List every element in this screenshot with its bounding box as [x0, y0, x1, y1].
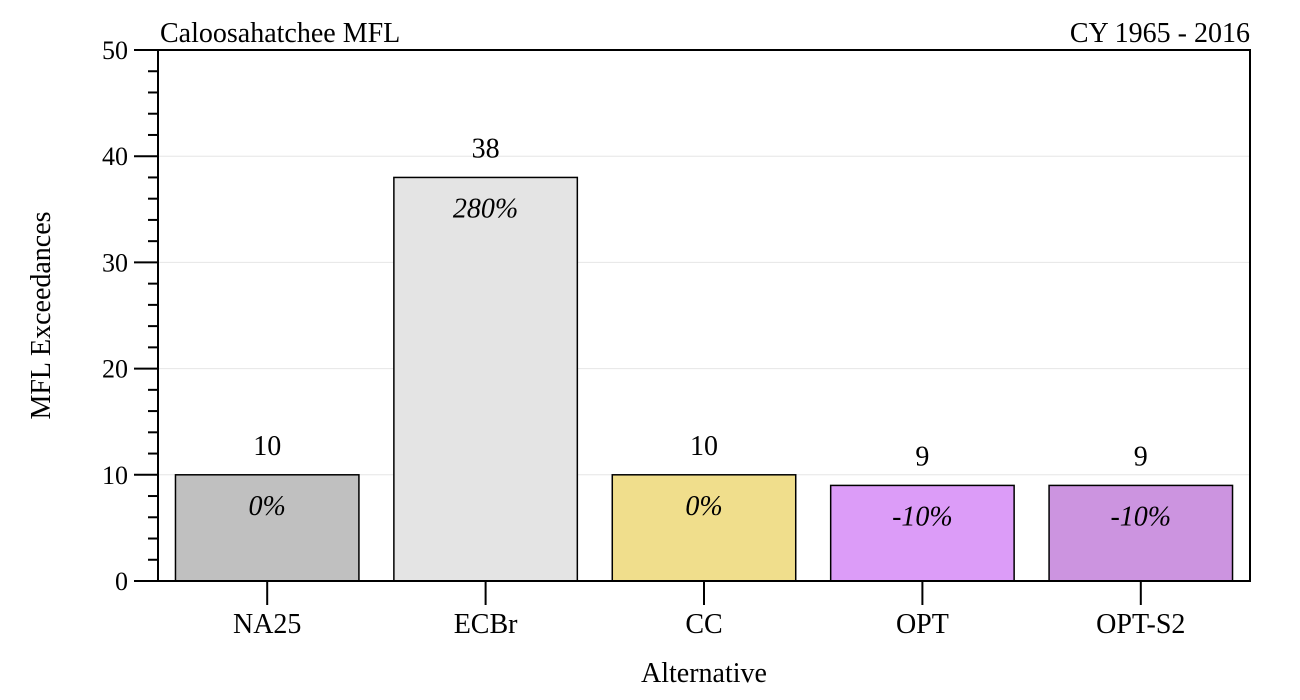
chart-title-left: Caloosahatchee MFL	[160, 18, 400, 49]
y-tick-label: 20	[102, 355, 128, 384]
bar	[174, 474, 360, 582]
x-axis-title: Alternative	[641, 658, 767, 689]
bar-value-label: 9	[915, 441, 929, 472]
chart-title-right: CY 1965 - 2016	[1070, 18, 1250, 49]
bar-value-label: 10	[690, 431, 718, 462]
bar-percent-label: 0%	[249, 491, 286, 522]
y-tick-label: 0	[115, 567, 128, 596]
x-tick-label: CC	[685, 609, 722, 640]
bar-percent-label: -10%	[1110, 501, 1171, 532]
bars: 10 0% 38 280% 10 0% 9 -10% 9 -10%	[174, 133, 1234, 582]
x-tick-label: NA25	[233, 609, 301, 640]
y-axis-title: MFL Exceedances	[26, 211, 57, 419]
x-tick-label: OPT	[896, 609, 949, 640]
bar-value-label: 10	[253, 431, 281, 462]
x-tick-label: OPT-S2	[1096, 609, 1185, 640]
bar-percent-label: 0%	[685, 491, 722, 522]
x-tick-label: ECBr	[454, 609, 518, 640]
axes: 0 10 20 30 40 50 NA25 ECBr CC OPT OPT-S2	[102, 36, 1185, 640]
y-tick-label: 10	[102, 461, 128, 490]
y-tick-label: 40	[102, 142, 128, 171]
bar-value-label: 38	[472, 133, 500, 164]
bar-value-label: 9	[1134, 441, 1148, 472]
bar	[829, 484, 1015, 582]
y-tick-label: 30	[102, 248, 128, 277]
gridlines	[158, 155, 1250, 476]
bar	[1048, 484, 1234, 582]
bar	[393, 176, 579, 582]
y-tick-label: 50	[102, 36, 128, 65]
bar-percent-label: -10%	[892, 501, 953, 532]
bar-percent-label: 280%	[453, 193, 518, 224]
